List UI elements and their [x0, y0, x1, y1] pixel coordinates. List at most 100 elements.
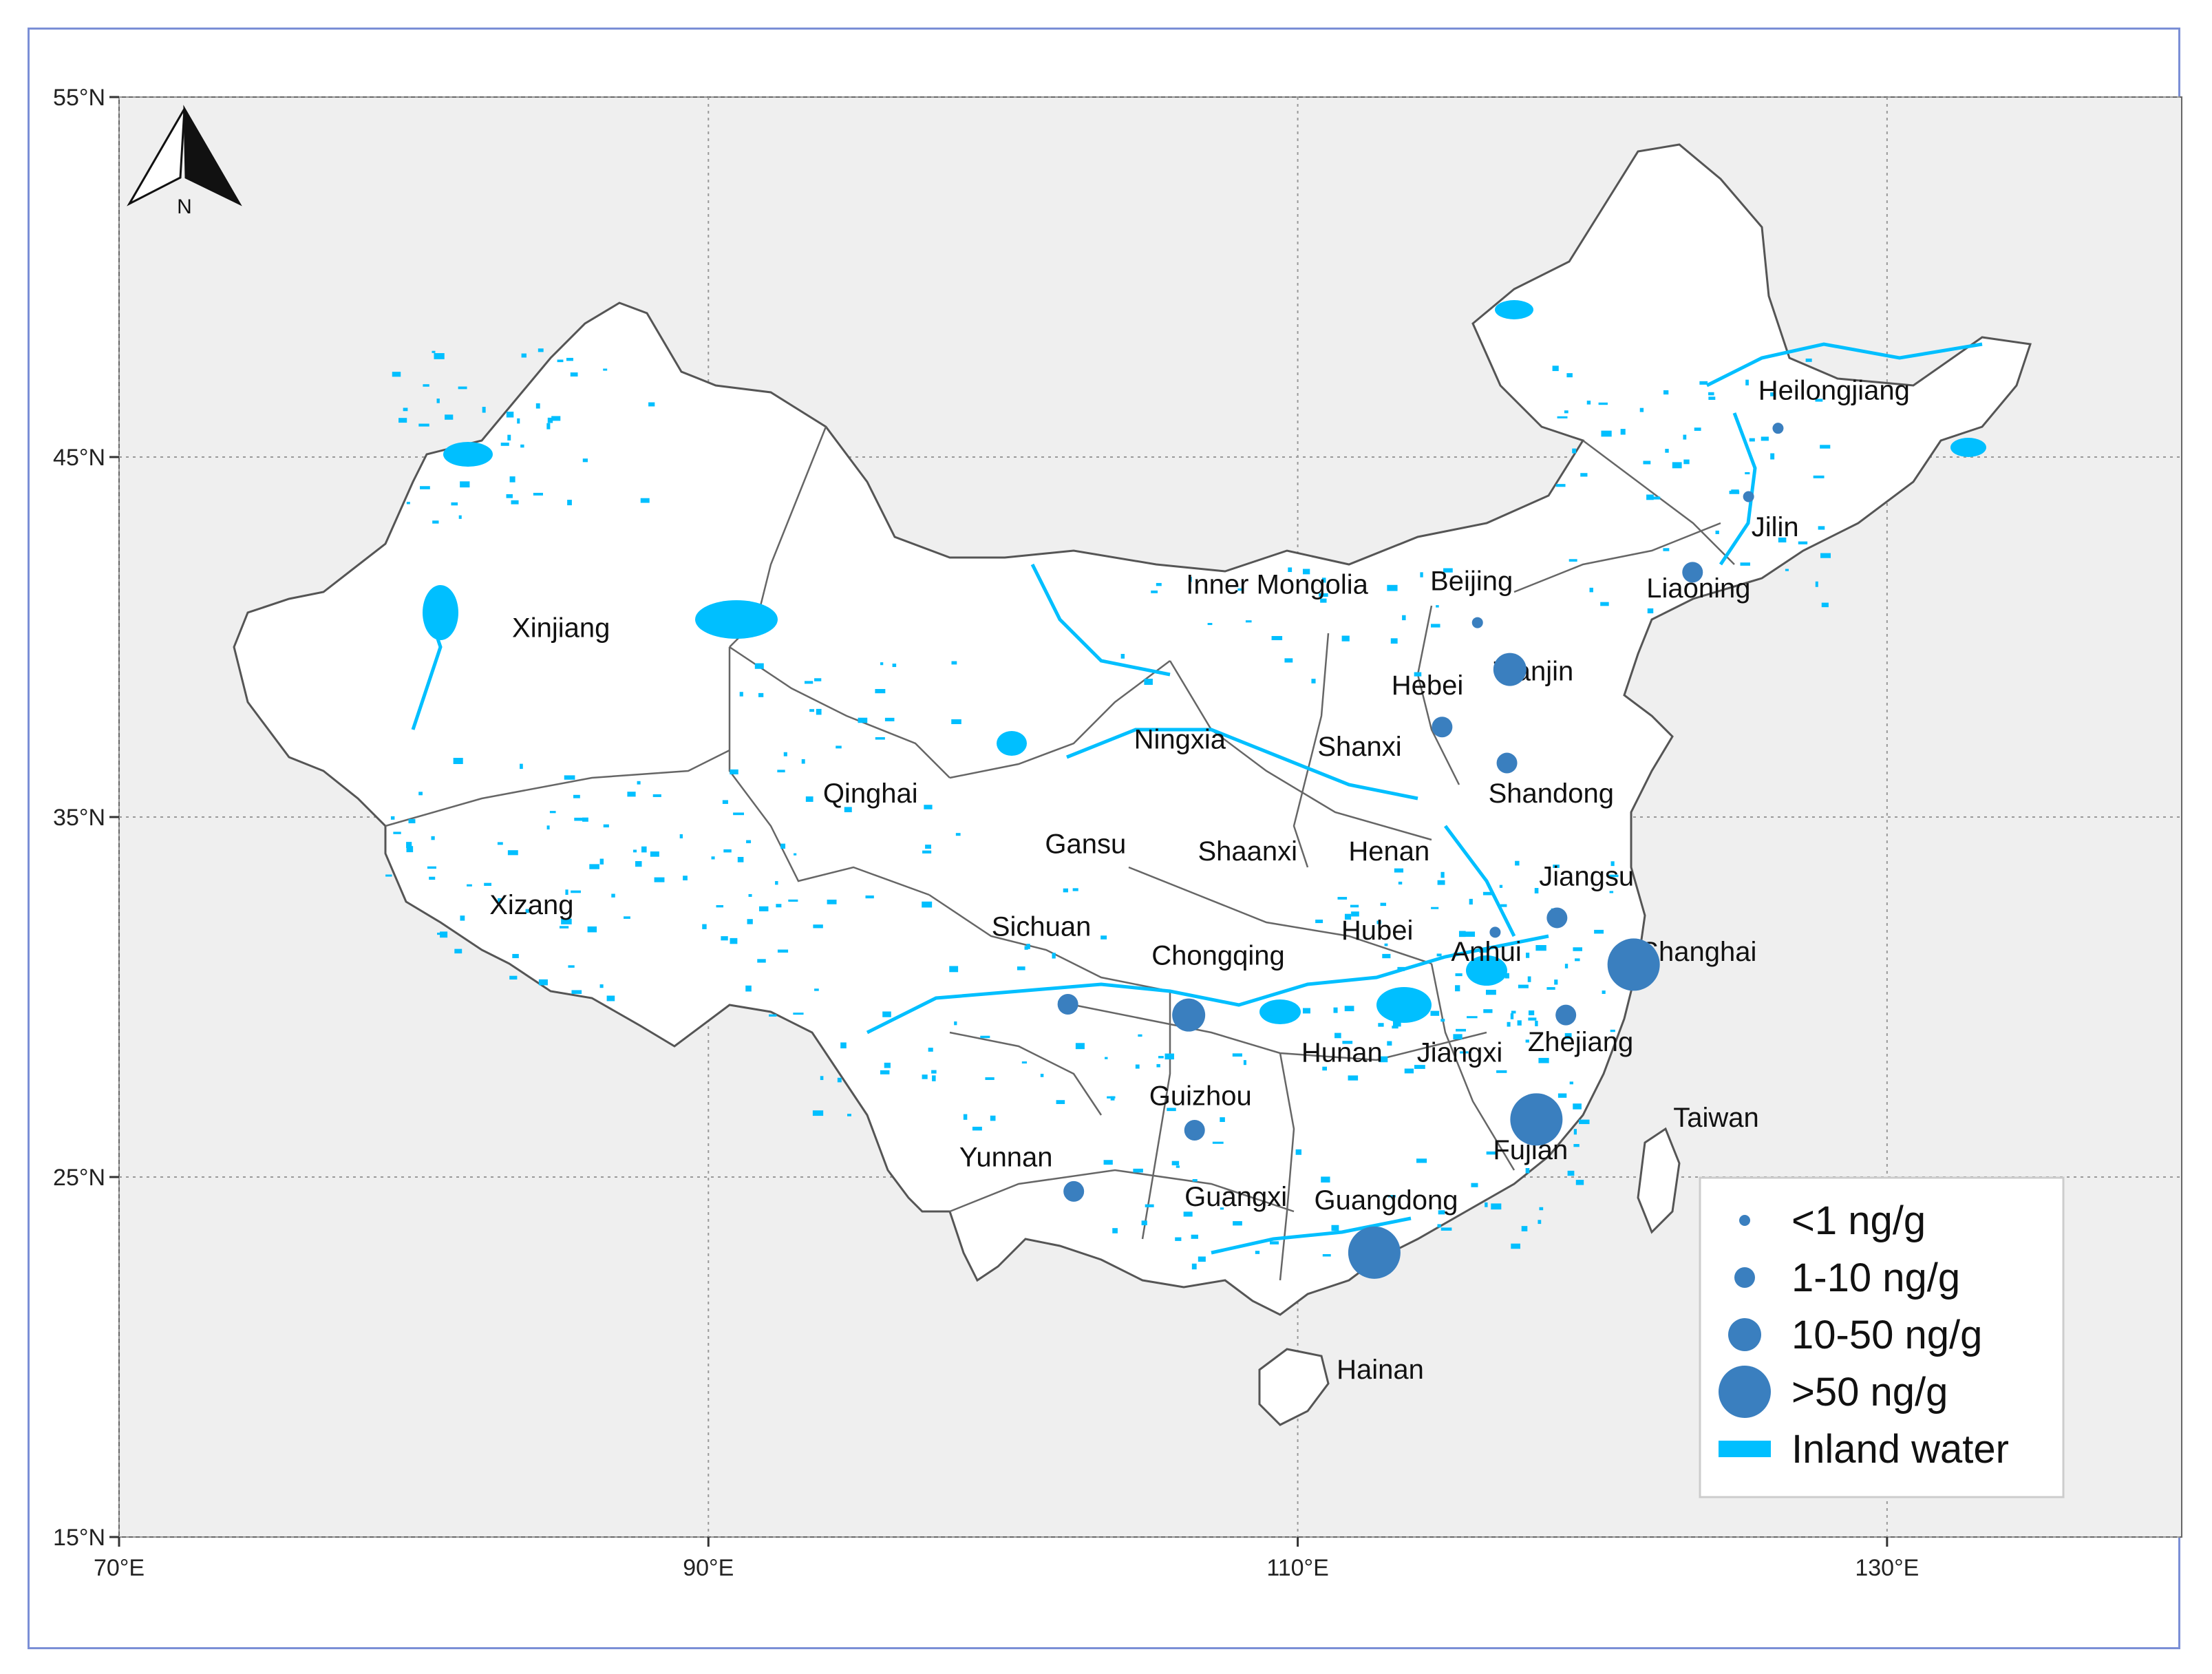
water-body: [716, 904, 724, 908]
water-body: [882, 1011, 891, 1017]
water-body: [840, 1042, 847, 1049]
water-body: [1555, 484, 1566, 487]
water-body: [1499, 884, 1503, 888]
water-body: [432, 350, 436, 353]
water-body: [1384, 943, 1388, 946]
water-body: [1770, 392, 1776, 396]
lat-tick-label: 55°N: [53, 85, 105, 111]
water-body: [1017, 966, 1025, 971]
water-body: [1553, 865, 1560, 868]
water-body: [1295, 1149, 1302, 1155]
province-border: [1141, 991, 1171, 1240]
water-body: [1191, 1234, 1198, 1239]
water-body: [1437, 1224, 1441, 1228]
legend-label: Inland water: [1791, 1427, 2009, 1472]
water-body: [1421, 1006, 1429, 1010]
water-body: [1376, 920, 1381, 924]
water-body: [1271, 636, 1283, 641]
water-body: [1589, 587, 1593, 593]
water-body: [880, 1070, 890, 1074]
water-body: [922, 1074, 928, 1079]
water-body: [1390, 638, 1398, 644]
river: [1211, 1216, 1412, 1255]
lake: [423, 585, 458, 640]
water-body: [1443, 568, 1453, 573]
water-body: [812, 1110, 824, 1116]
water-body: [875, 737, 885, 740]
water-body: [1610, 861, 1615, 867]
water-body: [520, 763, 523, 770]
site-marker: [1063, 1180, 1085, 1202]
water-body: [1798, 541, 1808, 544]
water-body: [1486, 1151, 1497, 1155]
water-body: [507, 850, 518, 856]
water-body: [1392, 1020, 1401, 1027]
lake: [695, 600, 778, 639]
water-body: [1534, 888, 1539, 893]
water-body: [1573, 947, 1583, 951]
water-body: [1517, 1020, 1522, 1026]
legend-label: <1 ng/g: [1791, 1198, 1926, 1243]
site-marker: [1555, 1004, 1577, 1026]
water-body: [1350, 904, 1359, 908]
water-body: [467, 884, 472, 887]
water-body: [1243, 1060, 1246, 1066]
water-body: [403, 407, 408, 412]
province-border: [1128, 866, 1432, 965]
water-body: [1171, 1161, 1180, 1165]
water-body: [393, 831, 401, 834]
water-body: [884, 717, 895, 721]
water-body: [599, 984, 604, 988]
water-body: [498, 898, 502, 904]
water-body: [1740, 562, 1750, 566]
water-body: [1436, 953, 1442, 957]
water-body: [599, 858, 604, 865]
water-body: [949, 966, 959, 973]
inland-water: [385, 300, 1986, 1270]
water-body: [1440, 871, 1445, 878]
water-body: [568, 965, 575, 968]
water-body: [1437, 880, 1445, 885]
water-body: [880, 662, 884, 666]
water-body: [1135, 1064, 1140, 1069]
water-body: [985, 1077, 995, 1080]
water-body: [1575, 1180, 1584, 1185]
province-label: Guizhou: [1149, 1081, 1252, 1111]
water-body: [1302, 1008, 1310, 1014]
water-body: [801, 759, 805, 764]
water-body: [1233, 1221, 1242, 1226]
water-body: [1639, 407, 1644, 412]
water-body: [582, 458, 588, 463]
province-border: [1430, 963, 1516, 1171]
water-body: [1392, 1026, 1399, 1029]
water-body: [1600, 602, 1609, 606]
water-body: [1552, 365, 1559, 372]
province-label: Jiangsu: [1539, 861, 1634, 891]
water-body: [509, 476, 515, 483]
water-body: [546, 825, 550, 830]
river: [1030, 563, 1171, 677]
water-body: [1344, 1006, 1354, 1012]
water-body: [1245, 620, 1252, 623]
water-body: [1416, 1158, 1427, 1163]
water-body: [1778, 538, 1787, 543]
lat-tick-label: 45°N: [53, 445, 105, 471]
water-body: [1402, 615, 1406, 621]
water-body: [758, 692, 764, 697]
water-body: [1815, 581, 1818, 587]
water-body: [793, 1013, 804, 1015]
water-body: [520, 444, 524, 448]
water-body: [627, 792, 636, 797]
province-border: [1279, 1052, 1295, 1281]
water-body: [1557, 416, 1568, 418]
water-body: [392, 372, 401, 377]
water-body: [1564, 964, 1568, 968]
water-body: [837, 1077, 842, 1083]
province-label: Qinghai: [823, 778, 918, 809]
province-label: Hubei: [1341, 915, 1414, 946]
water-body: [1708, 392, 1714, 396]
water-body: [561, 918, 572, 924]
lake: [1259, 999, 1301, 1024]
water-body: [641, 846, 647, 853]
water-body: [406, 842, 412, 848]
